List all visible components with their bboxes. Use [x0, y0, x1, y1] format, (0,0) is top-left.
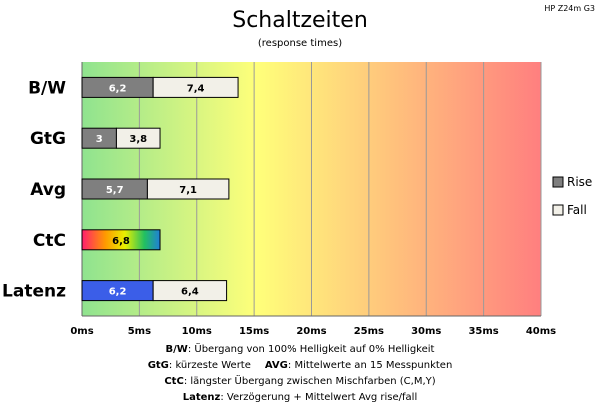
x-tick-label: 20ms	[296, 326, 326, 337]
note-avg-key: AVG	[264, 360, 288, 371]
x-tick-label: 10ms	[182, 326, 212, 337]
bar-fall	[152, 280, 228, 302]
data-label-fall: 3,8	[129, 134, 147, 145]
note-bw: B/W: Übergang von 100% Helligkeit auf 0%…	[0, 344, 600, 355]
x-tick-label: 0ms	[70, 326, 93, 337]
x-tick-label: 30ms	[411, 326, 441, 337]
category-label: Avg	[30, 180, 66, 200]
legend-swatch	[552, 204, 564, 216]
note-latenz-text: : Verzögerung + Mittelwert Avg rise/fall	[220, 392, 418, 403]
note-bw-key: B/W	[165, 344, 188, 355]
x-tick-label: 40ms	[526, 326, 556, 337]
note-ctc-text: : längster Übergang zwischen Mischfarben…	[183, 376, 436, 387]
note-gtg-avg: GtG: kürzeste Werte AVG: Mittelwerte an 1…	[0, 360, 600, 371]
category-label: CtC	[33, 231, 66, 251]
x-tick-label: 25ms	[354, 326, 384, 337]
data-label-fall: 6,4	[181, 287, 199, 298]
note-gtg-key: GtG	[147, 360, 169, 371]
note-ctc-key: CtC	[164, 376, 184, 387]
bar-rise	[81, 229, 161, 251]
x-tick-label: 15ms	[239, 326, 269, 337]
legend: Rise Fall	[552, 175, 592, 217]
legend-label: Fall	[567, 203, 587, 217]
chart-subtitle: (response times)	[258, 38, 342, 49]
grid	[81, 62, 542, 317]
data-label-rise: 6,2	[109, 287, 127, 298]
data-label-rise: 6,8	[112, 236, 130, 247]
x-tick-labels: 0ms 5ms 10ms 15ms 20ms 25ms 30ms 35ms 40ms	[70, 326, 556, 337]
data-label-rise: 5,7	[106, 185, 124, 196]
note-gtg-text: : kürzeste Werte	[168, 360, 251, 371]
bar-fall	[146, 178, 230, 200]
chart-title: Schaltzeiten	[232, 8, 368, 33]
x-tick-label: 35ms	[468, 326, 498, 337]
data-label-fall: 7,4	[187, 83, 205, 94]
note-bw-text: : Übergang von 100% Helligkeit auf 0% He…	[187, 344, 435, 355]
note-avg-text: : Mittelwerte an 15 Messpunkten	[287, 360, 453, 371]
bar-fall	[152, 76, 239, 98]
category-label: GtG	[30, 129, 66, 149]
category-label: B/W	[28, 78, 66, 98]
note-latenz: Latenz: Verzögerung + Mittelwert Avg ris…	[0, 392, 600, 403]
category-labels: B/W GtG Avg CtC Latenz	[2, 78, 66, 301]
note-latenz-key: Latenz	[182, 392, 221, 403]
legend-swatch	[552, 176, 564, 188]
data-label-rise: 3	[96, 134, 103, 145]
category-label: Latenz	[2, 282, 66, 302]
note-ctc: CtC: längster Übergang zwischen Mischfar…	[0, 376, 600, 387]
data-label-fall: 7,1	[179, 185, 197, 196]
monitor-model: HP Z24m G3	[544, 4, 595, 13]
bars: 6,2 7,4 3 3,8 5,7 7,1 6,8 6,2 6,4	[81, 76, 239, 302]
x-tick-label: 5ms	[128, 326, 151, 337]
data-label-rise: 6,2	[109, 83, 127, 94]
bar-fall	[115, 127, 161, 149]
legend-label: Rise	[567, 175, 592, 189]
